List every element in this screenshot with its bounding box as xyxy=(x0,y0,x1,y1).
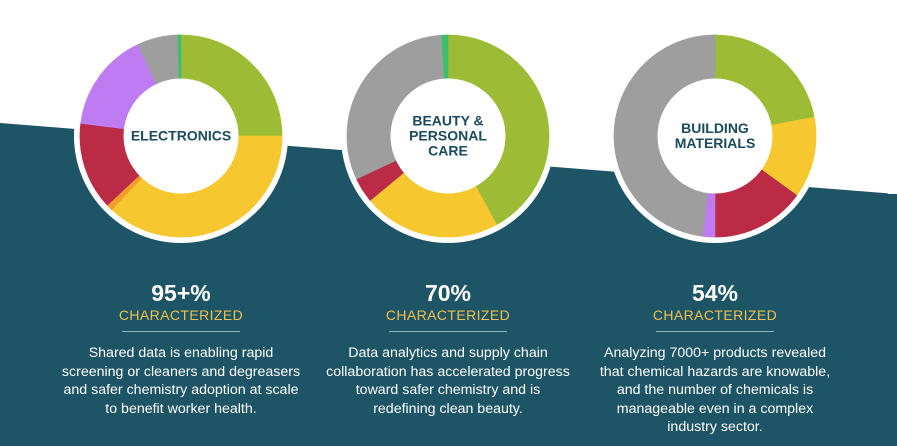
donut-chart-electronics xyxy=(73,28,289,244)
donut-beauty: BEAUTY & PERSONAL CARE xyxy=(339,27,557,245)
stat-electronics: 95+% CHARACTERIZED Shared data is enabli… xyxy=(51,280,311,418)
right-edge-strip xyxy=(888,0,897,194)
stat-caption: CHARACTERIZED xyxy=(385,307,511,323)
stat-description: Data analytics and supply chain collabor… xyxy=(326,345,570,417)
stat-divider xyxy=(122,331,240,332)
stat-caption: CHARACTERIZED xyxy=(118,307,244,323)
donut-chart-beauty xyxy=(340,28,556,244)
stat-description: Analyzing 7000+ products revealed that c… xyxy=(599,345,831,436)
donut-electronics: ELECTRONICS xyxy=(72,27,290,245)
stat-divider xyxy=(389,331,507,332)
donut-label-electronics: ELECTRONICS xyxy=(130,127,232,144)
donut-hole xyxy=(123,78,239,194)
donut-label-building: BUILDING MATERIALS xyxy=(674,120,756,151)
stat-building: 54% CHARACTERIZED Analyzing 7000+ produc… xyxy=(585,280,845,437)
donut-label-beauty: BEAUTY & PERSONAL CARE xyxy=(409,112,487,159)
stat-caption: CHARACTERIZED xyxy=(652,307,778,323)
donut-hole xyxy=(657,78,773,194)
stat-divider xyxy=(656,331,774,332)
stat-percentage: 70% xyxy=(424,280,472,306)
donut-building: BUILDING MATERIALS xyxy=(606,27,824,245)
donut-chart-building xyxy=(607,28,823,244)
stat-description: Shared data is enabling rapid screening … xyxy=(61,345,301,417)
stat-percentage: 54% xyxy=(691,280,739,306)
stat-beauty: 70% CHARACTERIZED Data analytics and sup… xyxy=(318,280,578,418)
stat-percentage: 95+% xyxy=(151,280,211,306)
donut-hole xyxy=(390,78,506,194)
